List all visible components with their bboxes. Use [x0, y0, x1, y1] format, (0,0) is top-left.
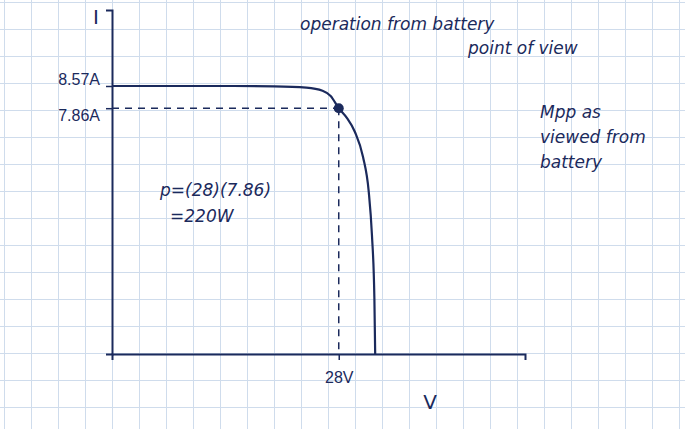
mpp-point	[334, 103, 344, 113]
annotation: =220W	[170, 206, 235, 226]
annotation: Mpp as	[540, 102, 601, 122]
tick-label: 28V	[325, 369, 354, 386]
annotation: battery	[540, 152, 603, 172]
axis-line	[106, 11, 113, 355]
axis-line	[113, 355, 526, 361]
tick-mark	[106, 108, 112, 110]
guide-line	[112, 107, 339, 109]
y-axis-title: I	[93, 5, 99, 29]
annotation: p=(28)(7.86)	[159, 180, 271, 200]
tick: 28V	[325, 354, 354, 386]
annotation: point of view	[467, 38, 578, 58]
tick-mark	[106, 86, 112, 88]
x-axis-title: V	[423, 390, 437, 414]
tick-label: 8.57A	[58, 71, 100, 88]
y-axis: 8.57A 7.86A	[58, 11, 112, 355]
annotation: viewed from	[540, 127, 646, 147]
tick: 7.86A	[58, 107, 112, 124]
guide-line	[338, 108, 340, 354]
iv-curve	[112, 86, 375, 354]
tick: 8.57A	[58, 71, 112, 88]
plot-area	[112, 86, 375, 354]
tick-mark	[338, 354, 340, 360]
annotation: operation from battery	[300, 14, 495, 34]
chart: 28V 8.57A 7.86A I Voperation from battery poi…	[0, 0, 685, 429]
x-axis: 28V	[113, 354, 526, 386]
tick-label: 7.86A	[58, 107, 100, 124]
